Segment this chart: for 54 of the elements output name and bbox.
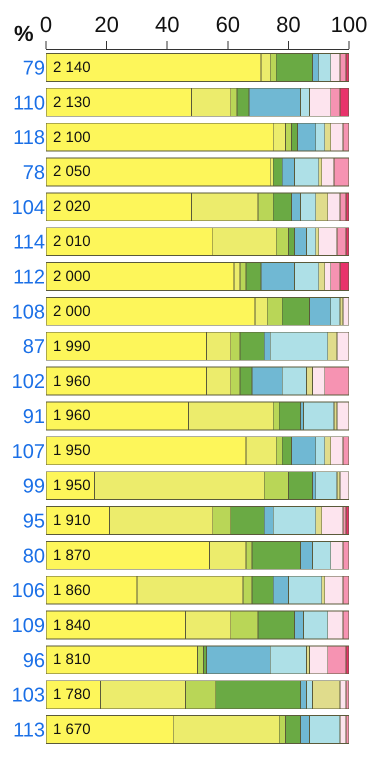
annotation: 2 010 xyxy=(53,233,91,250)
y-tick-label: 118 xyxy=(13,127,45,150)
annotation: 1 780 xyxy=(53,686,91,703)
bar xyxy=(303,402,334,430)
annotation: 2 020 xyxy=(53,198,91,215)
annotation: 1 990 xyxy=(53,338,91,355)
annotation: 2 140 xyxy=(53,59,91,76)
annotation: 1 910 xyxy=(53,512,91,529)
y-tick-label: 110 xyxy=(13,92,45,114)
annotation: 1 960 xyxy=(53,407,91,424)
y-tick-label: 87 xyxy=(22,336,45,358)
annotation: 2 130 xyxy=(53,94,91,111)
y-tick-label: 96 xyxy=(22,650,45,672)
x-tick-label: 20 xyxy=(94,12,119,38)
y-tick-label: 80 xyxy=(22,545,45,568)
annotation: 1 810 xyxy=(53,651,91,668)
annotation: 1 950 xyxy=(53,477,91,494)
bar xyxy=(340,471,349,500)
y-tick-label: 99 xyxy=(22,476,45,498)
annotation: 1 840 xyxy=(53,617,91,634)
y-tick-label: 114 xyxy=(13,232,45,254)
y-tick-label: 112 xyxy=(13,266,45,289)
y-tick-label: 103 xyxy=(12,684,45,707)
y-tick-label: 113 xyxy=(13,720,45,742)
bar xyxy=(346,506,349,535)
x-tick-label: 80 xyxy=(276,12,301,38)
x-tick-label: 40 xyxy=(154,12,180,38)
bar xyxy=(46,158,271,186)
y-tick-label: 107 xyxy=(12,440,45,463)
y-tick-label: 95 xyxy=(22,510,45,532)
y-tick-label: 91 xyxy=(22,406,45,428)
annotation: 2 050 xyxy=(53,163,91,180)
annotation: 1 860 xyxy=(53,582,91,599)
annotation: 2 000 xyxy=(53,268,91,285)
bar xyxy=(342,297,349,326)
x-tick-label: 100 xyxy=(330,12,368,38)
y-tick-label: 79 xyxy=(22,57,45,80)
x-tick-label: 60 xyxy=(216,12,240,38)
annotation: 1 870 xyxy=(53,547,91,564)
y-tick-label: 106 xyxy=(12,580,45,602)
y-tick-label: 78 xyxy=(22,162,45,184)
x-tick-label: 0 xyxy=(40,12,52,38)
annotation: 1 950 xyxy=(53,442,91,459)
y-tick-label: 108 xyxy=(12,301,45,324)
x-axis-title: % xyxy=(14,21,34,46)
bar xyxy=(315,471,338,500)
y-tick-label: 102 xyxy=(12,371,45,394)
annotation: 2 000 xyxy=(53,303,91,320)
y-tick-label: 104 xyxy=(12,196,45,219)
annotation: 1 670 xyxy=(53,721,91,738)
annotation: 2 100 xyxy=(53,129,91,146)
bar xyxy=(336,402,349,430)
annotation: 1 960 xyxy=(53,373,91,390)
y-tick-label: 109 xyxy=(12,615,45,638)
